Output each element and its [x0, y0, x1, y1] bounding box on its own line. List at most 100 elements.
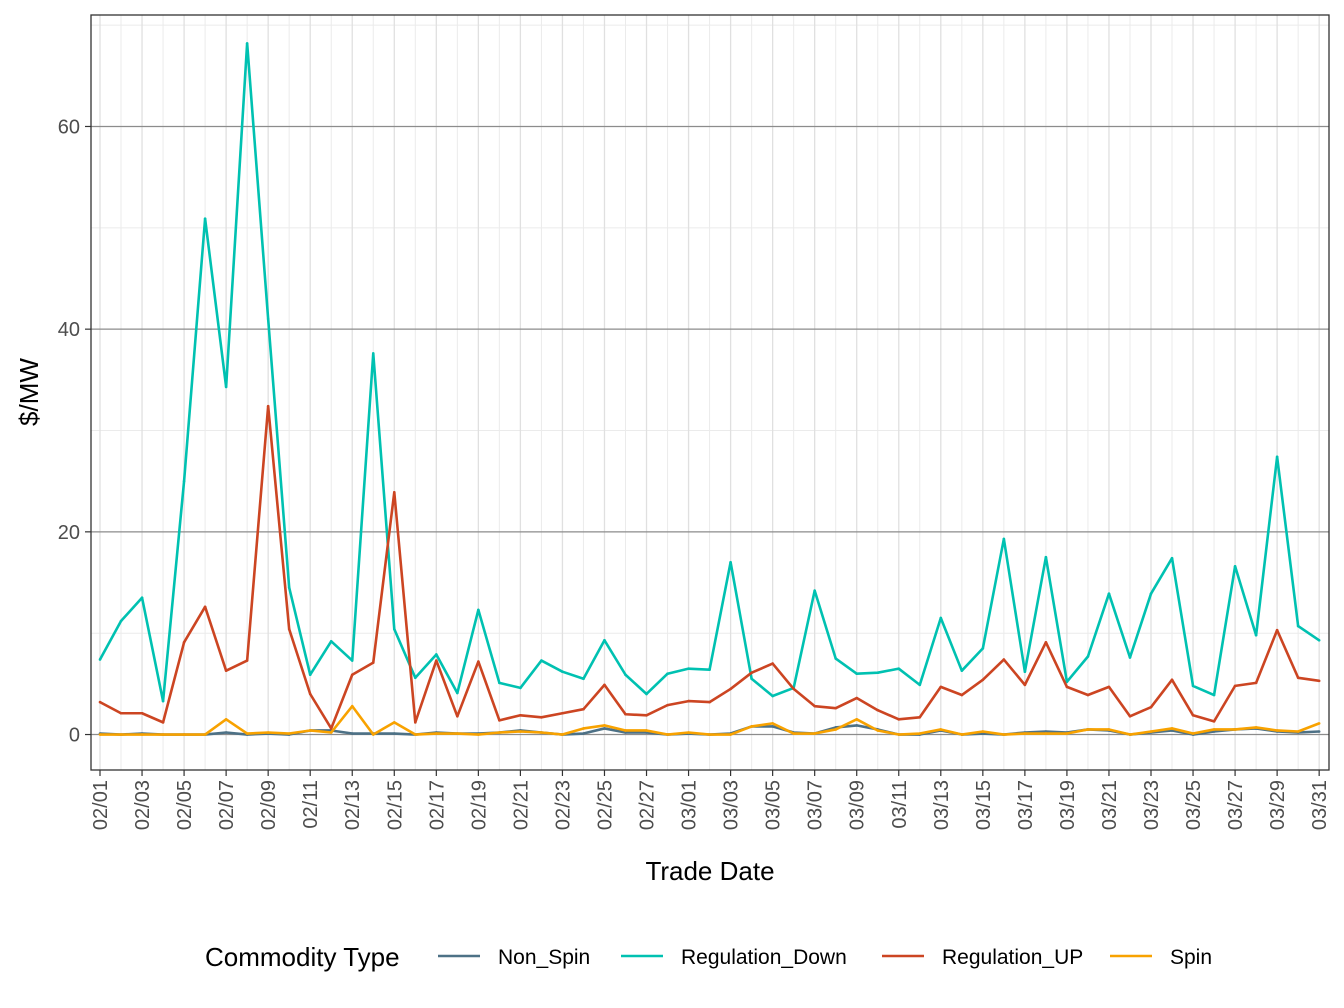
- data-point-Regulation_UP: [140, 711, 144, 715]
- data-point-Regulation_UP: [266, 404, 270, 408]
- data-point-Regulation_Down: [1296, 624, 1300, 628]
- x-tick-label: 02/11: [300, 780, 322, 829]
- data-point-Regulation_UP: [1296, 676, 1300, 680]
- data-point-Regulation_UP: [981, 678, 985, 682]
- data-point-Regulation_Down: [918, 683, 922, 687]
- x-axis-title: Trade Date: [645, 856, 774, 886]
- data-point-Non_Spin: [392, 732, 396, 735]
- data-point-Spin: [392, 721, 396, 724]
- data-point-Regulation_UP: [456, 714, 459, 718]
- data-point-Regulation_Down: [960, 669, 964, 672]
- data-point-Regulation_UP: [813, 704, 816, 708]
- data-point-Regulation_UP: [855, 696, 859, 700]
- data-point-Regulation_Down: [498, 681, 501, 685]
- data-point-Regulation_Down: [876, 671, 880, 675]
- data-point-Regulation_Down: [582, 677, 585, 681]
- data-point-Regulation_UP: [203, 605, 207, 609]
- data-point-Spin: [687, 731, 690, 734]
- data-point-Spin: [603, 724, 606, 727]
- data-point-Spin: [287, 732, 291, 735]
- legend-label-Regulation_UP: Regulation_UP: [942, 946, 1083, 969]
- data-point-Regulation_UP: [182, 641, 186, 644]
- data-point-Spin: [561, 733, 564, 736]
- x-tick-label: 02/07: [216, 780, 238, 830]
- data-point-Spin: [792, 732, 795, 735]
- data-point-Regulation_UP: [1044, 641, 1048, 644]
- series-layer: [98, 42, 1321, 736]
- data-point-Spin: [140, 733, 144, 736]
- data-point-Regulation_Down: [435, 653, 438, 656]
- data-point-Regulation_UP: [1317, 679, 1321, 683]
- x-tick-label: 03/09: [847, 780, 869, 830]
- x-tick-label: 03/03: [721, 780, 743, 830]
- data-point-Spin: [308, 729, 312, 732]
- data-point-Regulation_Down: [813, 589, 816, 592]
- data-point-Regulation_Down: [1170, 556, 1174, 560]
- x-tick-label: 02/21: [510, 780, 532, 830]
- data-point-Spin: [414, 733, 417, 736]
- data-point-Regulation_UP: [287, 627, 291, 631]
- data-point-Regulation_Down: [1149, 592, 1153, 595]
- data-point-Regulation_UP: [308, 692, 312, 696]
- series-Regulation_UP: [98, 404, 1321, 730]
- data-point-Regulation_Down: [834, 657, 837, 660]
- x-tick-label: 03/07: [805, 780, 827, 830]
- data-point-Spin: [119, 733, 123, 736]
- data-point-Regulation_UP: [1023, 683, 1027, 687]
- data-point-Spin: [582, 727, 585, 730]
- data-point-Spin: [855, 718, 859, 721]
- x-tick-label: 03/27: [1225, 780, 1247, 830]
- data-point-Regulation_Down: [371, 352, 375, 355]
- series-Spin: [98, 704, 1321, 736]
- data-point-Regulation_Down: [1191, 684, 1195, 688]
- data-point-Regulation_Down: [182, 479, 186, 483]
- data-point-Regulation_UP: [392, 491, 396, 494]
- data-point-Regulation_UP: [687, 699, 690, 703]
- data-point-Spin: [1023, 732, 1027, 735]
- data-point-Regulation_Down: [1023, 670, 1027, 673]
- data-point-Regulation_Down: [897, 667, 901, 670]
- data-point-Regulation_Down: [140, 596, 144, 600]
- data-point-Regulation_Down: [519, 686, 522, 690]
- data-point-Regulation_UP: [371, 661, 375, 664]
- data-point-Regulation_UP: [1002, 658, 1006, 661]
- axis-layer: 0 20 40 60 02/01 02/03 02/05 02/07 02/09 02/11 02/…: [58, 116, 1331, 830]
- data-point-Spin: [456, 732, 459, 735]
- data-point-Spin: [624, 729, 627, 732]
- data-point-Non_Spin: [771, 725, 774, 728]
- data-point-Spin: [161, 733, 165, 736]
- data-point-Regulation_Down: [687, 667, 690, 670]
- x-tick-label: 02/13: [342, 780, 364, 830]
- data-point-Spin: [960, 733, 964, 736]
- data-point-Spin: [1317, 722, 1321, 725]
- data-point-Regulation_Down: [414, 676, 417, 680]
- data-point-Spin: [813, 732, 816, 735]
- data-point-Regulation_UP: [435, 659, 438, 662]
- data-point-Regulation_UP: [792, 687, 795, 691]
- data-point-Spin: [1002, 733, 1006, 736]
- data-point-Regulation_Down: [1002, 537, 1006, 541]
- data-point-Regulation_Down: [287, 586, 291, 589]
- data-point-Regulation_UP: [1275, 628, 1279, 632]
- data-point-Regulation_Down: [645, 692, 648, 696]
- data-point-Spin: [834, 728, 837, 731]
- data-point-Spin: [540, 731, 543, 734]
- data-point-Spin: [1086, 728, 1090, 731]
- data-point-Regulation_Down: [1254, 633, 1258, 637]
- data-point-Regulation_Down: [1275, 455, 1279, 459]
- legend-label-Non_Spin: Non_Spin: [498, 946, 590, 969]
- data-point-Regulation_Down: [245, 42, 249, 45]
- data-point-Regulation_Down: [981, 647, 985, 650]
- series-Regulation_Down: [98, 42, 1321, 703]
- x-tick-label: 03/25: [1183, 780, 1205, 830]
- data-point-Regulation_Down: [603, 638, 606, 642]
- x-tick-label: 02/19: [468, 780, 490, 830]
- data-point-Regulation_Down: [561, 670, 564, 673]
- x-tick-label: 02/09: [258, 780, 280, 830]
- data-point-Regulation_UP: [1254, 681, 1258, 685]
- y-tick-label: 40: [58, 319, 80, 341]
- data-point-Regulation_Down: [350, 659, 354, 662]
- x-tick-label: 03/19: [1057, 780, 1079, 830]
- data-point-Regulation_UP: [98, 700, 102, 704]
